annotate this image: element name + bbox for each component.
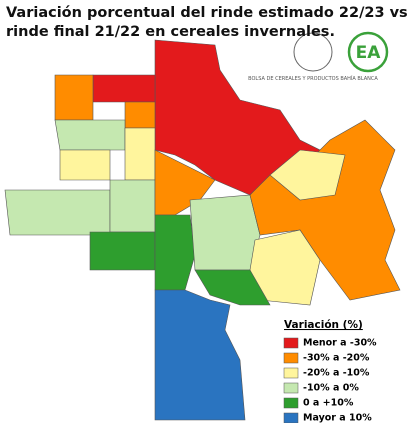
region xyxy=(109,179,156,233)
region xyxy=(92,74,156,103)
legend-label: Menor a -30% xyxy=(303,338,377,349)
region xyxy=(154,149,216,216)
legend-swatch xyxy=(283,382,299,394)
region xyxy=(189,194,261,271)
legend-swatch xyxy=(283,412,299,423)
legend-swatch xyxy=(283,367,299,379)
legend-label: Mayor a 10% xyxy=(303,413,372,423)
bolsa-text: BOLSA DE CEREALES Y PRODUCTOS BAHÍA BLAN… xyxy=(248,75,378,82)
region xyxy=(269,149,346,201)
legend-label: -10% a 0% xyxy=(303,383,359,394)
region xyxy=(124,127,156,181)
title: Variación porcentual del rinde estimado … xyxy=(6,5,408,40)
region xyxy=(54,119,126,151)
legend-swatch xyxy=(283,337,299,349)
bolsa-logo xyxy=(293,32,333,72)
region xyxy=(59,149,111,181)
legend: Menor a -30% -30% a -20% -20% a -10% -10% a… xyxy=(283,337,377,423)
region xyxy=(89,231,156,271)
legend-label: -30% a -20% xyxy=(303,353,370,364)
ea-text: EA xyxy=(356,43,382,63)
region xyxy=(124,101,156,129)
legend-swatch xyxy=(283,397,299,409)
regions xyxy=(4,39,401,421)
legend-label: 0 a +10% xyxy=(303,398,354,409)
legend-label: -20% a -10% xyxy=(303,368,370,379)
legend-swatch xyxy=(283,352,299,364)
region xyxy=(154,289,246,421)
legend-title: Variación (%) xyxy=(284,319,363,331)
region xyxy=(4,189,111,236)
region xyxy=(194,269,271,306)
ea-logo xyxy=(347,31,389,73)
region xyxy=(54,74,94,121)
region xyxy=(154,214,196,291)
